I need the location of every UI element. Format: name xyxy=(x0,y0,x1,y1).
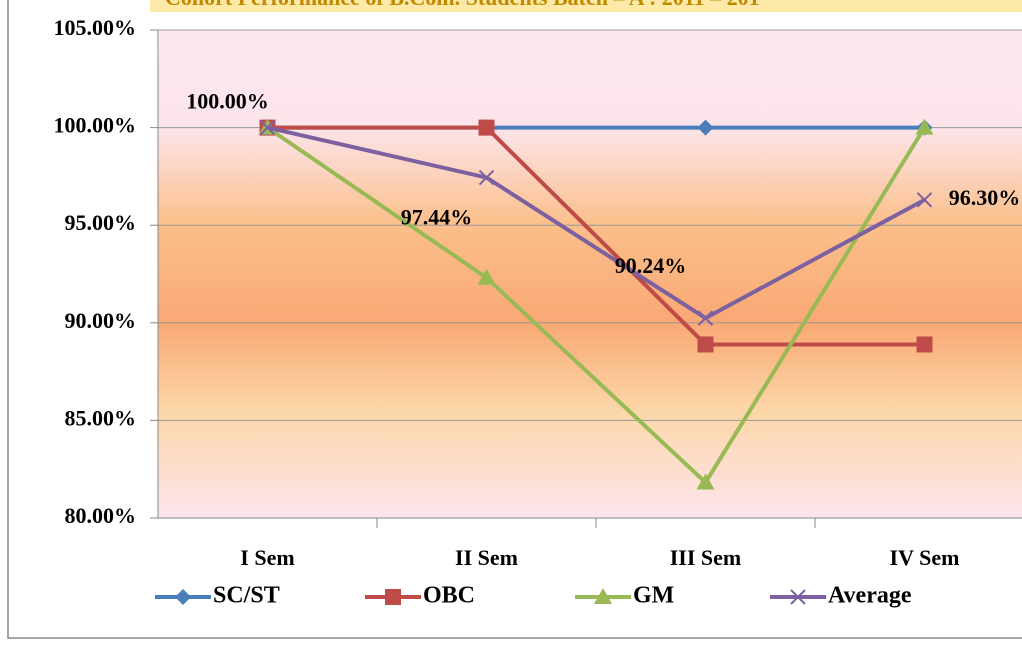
chart-title: Cohort Performance of B.Com. Students Ba… xyxy=(165,0,760,10)
legend-label: SC/ST xyxy=(213,583,280,609)
marker xyxy=(916,192,933,208)
x-tick-label: II Sem xyxy=(455,545,518,570)
marker xyxy=(697,310,714,326)
y-tick-label: 95.00% xyxy=(65,210,137,235)
y-tick-label: 105.00% xyxy=(54,15,137,40)
y-tick-label: 85.00% xyxy=(65,405,137,430)
marker xyxy=(478,119,495,136)
series-line xyxy=(266,125,927,486)
marker xyxy=(478,169,495,186)
data-label: 96.30% xyxy=(949,185,1021,210)
x-tick-label: I Sem xyxy=(240,545,294,570)
title-banner xyxy=(150,0,1022,12)
marker xyxy=(175,589,191,605)
legend-label: OBC xyxy=(423,583,475,609)
y-tick-label: 80.00% xyxy=(65,503,137,528)
marker xyxy=(696,473,715,490)
marker xyxy=(259,119,276,136)
marker xyxy=(790,589,806,605)
marker xyxy=(594,588,612,604)
marker xyxy=(477,268,496,285)
data-label: 90.24% xyxy=(615,253,687,278)
data-label: 97.44% xyxy=(401,205,473,230)
legend-label: Average xyxy=(828,583,912,609)
y-tick-label: 90.00% xyxy=(65,308,137,333)
marker xyxy=(916,336,933,353)
data-label: 100.00% xyxy=(186,89,269,114)
series-line xyxy=(267,125,926,321)
x-tick-label: IV Sem xyxy=(890,545,960,570)
marker xyxy=(697,119,714,136)
legend-label: GM xyxy=(633,583,674,609)
marker xyxy=(915,118,934,135)
plot-area xyxy=(158,30,1022,518)
series-line xyxy=(267,125,925,347)
marker xyxy=(385,589,401,605)
x-tick-label: III Sem xyxy=(670,545,742,570)
marker xyxy=(697,336,714,353)
y-tick-label: 100.00% xyxy=(54,113,137,138)
